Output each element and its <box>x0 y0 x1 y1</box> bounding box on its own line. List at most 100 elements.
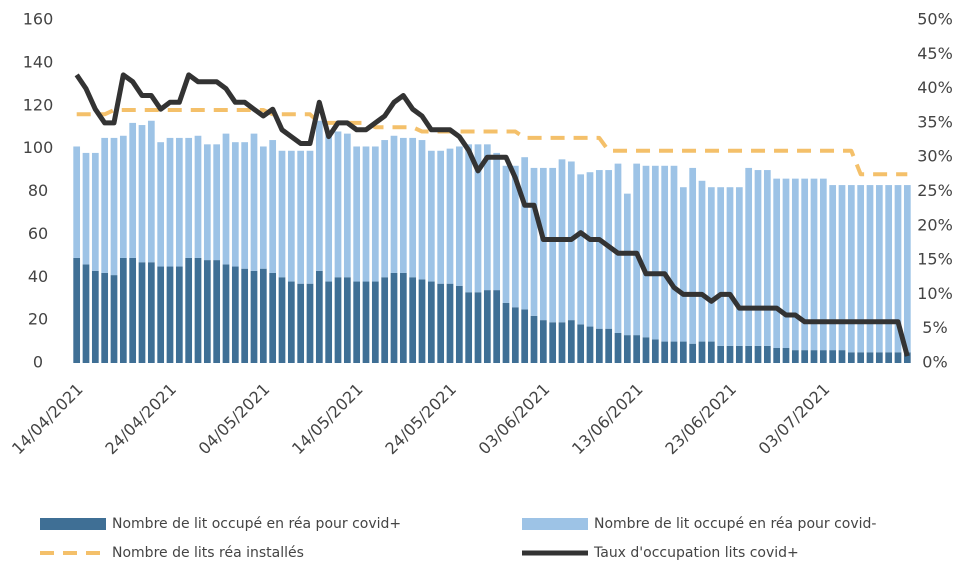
bar <box>586 326 594 363</box>
bar <box>259 146 267 269</box>
bar <box>521 157 529 310</box>
y2-tick-label: 5% <box>922 318 947 337</box>
bar <box>446 283 454 363</box>
bar <box>306 283 314 363</box>
bar <box>829 185 837 351</box>
y2-tick-label: 40% <box>917 78 953 97</box>
bar <box>735 345 743 363</box>
bar <box>847 185 855 353</box>
x-tick-label: 03/07/2021 <box>755 380 834 459</box>
bar <box>745 345 753 363</box>
bar <box>381 140 389 278</box>
bar <box>717 187 725 346</box>
bar <box>465 144 473 293</box>
bar <box>763 345 771 363</box>
bar <box>222 264 230 363</box>
bar <box>567 320 575 363</box>
y2-tick-label: 45% <box>917 44 953 63</box>
bar <box>427 281 435 363</box>
bar <box>418 140 426 280</box>
bar <box>493 290 501 363</box>
bar <box>399 137 407 273</box>
bar <box>614 163 622 333</box>
y-tick-label: 140 <box>23 52 54 71</box>
line <box>76 108 908 177</box>
bar <box>343 277 351 363</box>
bar <box>493 152 501 291</box>
bar <box>213 144 221 261</box>
y2-tick-label: 50% <box>917 10 953 29</box>
bar <box>157 142 165 267</box>
bar <box>353 281 361 363</box>
bar <box>334 277 342 363</box>
bar <box>894 352 902 363</box>
bar <box>707 341 715 363</box>
bar <box>810 350 818 363</box>
bar <box>595 328 603 363</box>
bar <box>175 266 183 363</box>
bar <box>73 146 81 258</box>
bar <box>119 135 127 258</box>
bar <box>325 131 333 282</box>
bar <box>689 343 697 363</box>
bar <box>801 178 809 351</box>
bar <box>455 285 463 363</box>
bar <box>390 272 398 363</box>
bar <box>782 178 790 348</box>
bar <box>138 125 146 263</box>
bar <box>82 264 90 363</box>
legend-swatch <box>40 518 106 530</box>
bar <box>726 187 734 346</box>
bar <box>651 339 659 363</box>
bar <box>689 167 697 344</box>
bar <box>110 137 118 276</box>
bar <box>483 144 491 291</box>
x-tick-label: 24/05/2021 <box>381 380 460 459</box>
bar <box>483 290 491 363</box>
x-tick-label: 24/04/2021 <box>101 380 180 459</box>
bar <box>894 185 902 353</box>
y-tick-label: 80 <box>28 181 48 200</box>
bar <box>549 167 557 323</box>
bar <box>474 292 482 363</box>
bar <box>91 152 99 271</box>
bar <box>539 167 547 321</box>
bar <box>175 137 183 267</box>
bar <box>82 152 90 265</box>
bar <box>381 277 389 363</box>
y-tick-label: 60 <box>28 224 48 243</box>
bar <box>511 307 519 363</box>
bar <box>269 272 277 363</box>
bar <box>717 345 725 363</box>
bar <box>577 174 585 325</box>
bar <box>287 150 295 282</box>
bar <box>875 185 883 353</box>
bar <box>679 341 687 363</box>
bar <box>409 137 417 278</box>
bar <box>782 347 790 363</box>
y-tick-label: 0 <box>33 353 43 372</box>
bar <box>791 178 799 351</box>
y-tick-label: 20 <box>28 310 48 329</box>
bar <box>194 135 202 258</box>
x-tick-label: 23/06/2021 <box>661 380 740 459</box>
bar <box>698 180 706 342</box>
bar <box>278 150 286 278</box>
bar <box>185 257 193 363</box>
bar <box>885 352 893 363</box>
bar <box>614 332 622 363</box>
bar <box>754 170 762 346</box>
bar <box>679 187 687 342</box>
bar <box>773 178 781 348</box>
bar <box>203 260 211 363</box>
bar <box>278 277 286 363</box>
bar <box>138 262 146 363</box>
legend-label: Nombre de lit occupé en réa pour covid+ <box>112 516 401 532</box>
bar <box>903 352 911 363</box>
bar <box>623 193 631 336</box>
bar <box>754 345 762 363</box>
bar <box>670 341 678 363</box>
bar <box>875 352 883 363</box>
bar <box>194 257 202 363</box>
